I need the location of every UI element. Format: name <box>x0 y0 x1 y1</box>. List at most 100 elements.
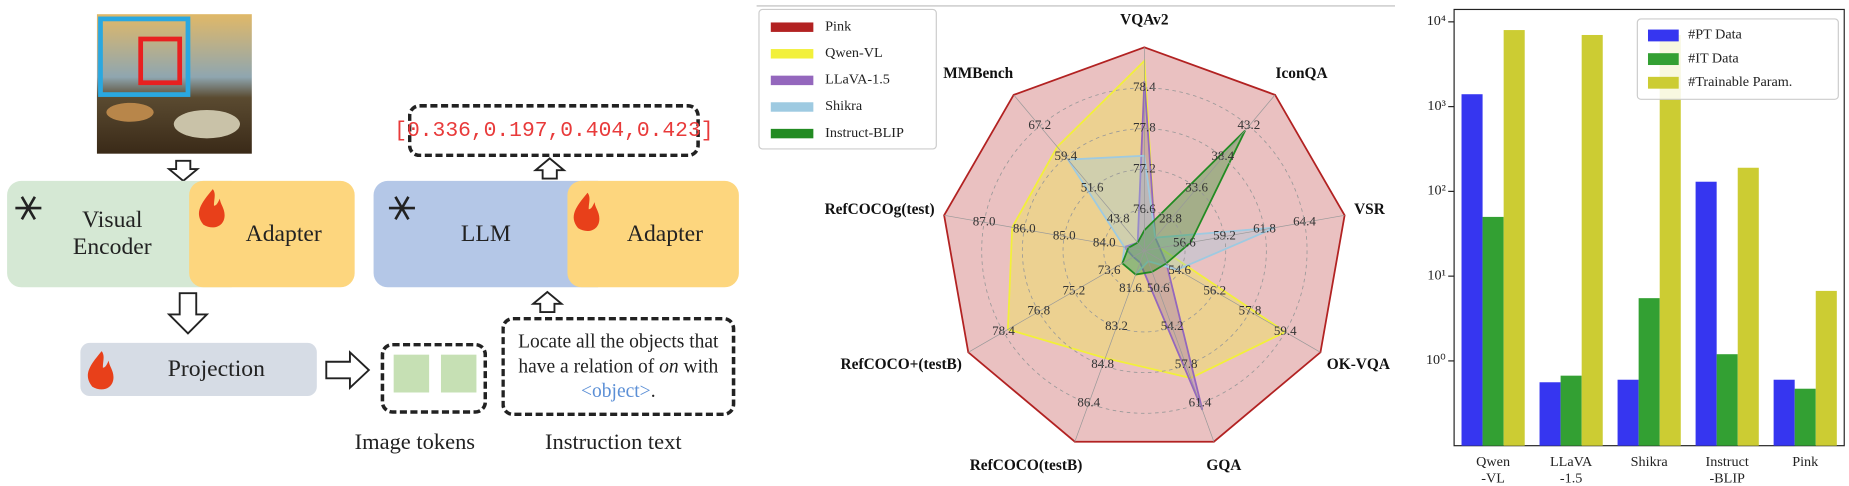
radar-tick-label: 64.4 <box>1293 213 1316 228</box>
instruction-text: . <box>650 379 656 402</box>
radar-tick-label: 28.8 <box>1159 210 1182 225</box>
output: [0.336,0.197,0.404,0.423] <box>394 104 713 157</box>
token <box>393 354 430 393</box>
radar-area <box>1122 81 1204 411</box>
radar-axis-label: RefCOCOg(test) <box>825 201 935 218</box>
adapter-left: Adapter <box>189 180 355 288</box>
radar-tick-label: 51.6 <box>1081 179 1104 194</box>
legend-swatch <box>770 49 814 59</box>
radar-tick-label: 78.4 <box>992 323 1015 338</box>
token <box>440 354 477 393</box>
legend-frame <box>1636 18 1839 100</box>
radar-axis-label: VQAv2 <box>1120 11 1169 28</box>
radar-tick-label: 81.6 <box>1119 280 1142 295</box>
legend-label: Pink <box>825 18 852 34</box>
radar-tick-label: 57.8 <box>1239 303 1262 318</box>
radar-tick-label: 59.4 <box>1274 323 1297 338</box>
snowflake-icon <box>15 196 42 220</box>
radar-tick-label: 33.6 <box>1185 179 1208 194</box>
llm: LLM <box>373 180 599 288</box>
output-text: [0.336,0.197,0.404,0.423] <box>394 118 714 143</box>
caption: Instruction text <box>544 430 682 456</box>
x-tick-label: Qwen -VL <box>1476 452 1511 486</box>
x-tick-label: Pink <box>1792 452 1819 470</box>
radar-axis-label: RefCOCO+(testB) <box>841 356 962 373</box>
bar <box>1461 94 1483 446</box>
legend-label: #IT Data <box>1688 50 1739 66</box>
legend-swatch <box>770 22 814 32</box>
adapter-label: Adapter <box>245 220 322 247</box>
bar <box>1737 167 1759 446</box>
legend-swatch <box>770 128 814 139</box>
radar-axis-label: OK-VQA <box>1327 356 1390 373</box>
radar-tick-label: 73.6 <box>1098 262 1121 277</box>
legend: #PT Data #IT Data #Trainable Param. <box>1636 18 1839 100</box>
radar-tick-label: 76.8 <box>1027 303 1050 318</box>
legend-label: LLaVA-1.5 <box>825 72 890 88</box>
legend-swatch <box>1647 29 1679 42</box>
radar-tick-label: 86.4 <box>1077 394 1100 409</box>
instruction-text: with <box>678 354 719 378</box>
instruction: Locate all the objects that have a relat… <box>508 319 728 414</box>
bbox-red <box>138 36 183 86</box>
icons <box>15 189 600 390</box>
radar-axis-label: GQA <box>1206 457 1241 474</box>
y-tick-label: 10⁴ <box>1427 13 1446 29</box>
radar-tick-label: 84.8 <box>1091 356 1114 371</box>
spoke <box>1144 250 1321 353</box>
fire-icon <box>87 351 114 390</box>
radar-tick-label: 43.2 <box>1238 117 1261 132</box>
fire-icon <box>198 189 225 228</box>
y-tick-label: 10² <box>1427 183 1445 199</box>
x-tick-label: Instruct -BLIP <box>1705 452 1749 486</box>
legend-frame <box>758 8 937 150</box>
x-tick-label: LLaVA -1.5 <box>1549 452 1593 486</box>
spoke <box>944 214 1145 251</box>
radar-tick-label: 77.8 <box>1133 120 1156 135</box>
arrow-down <box>166 292 210 335</box>
arrow-up <box>530 290 565 314</box>
projection-label: Projection <box>167 355 265 382</box>
grid-ring <box>1103 209 1186 292</box>
legend-swatch <box>1647 53 1679 66</box>
instruction-box <box>501 316 736 417</box>
bar <box>1617 379 1639 446</box>
image-tokens-box <box>380 342 488 414</box>
arrows <box>166 157 567 390</box>
grid-ring <box>981 87 1308 414</box>
y-tick-label: 10⁰ <box>1426 352 1446 368</box>
spoke <box>1144 250 1215 442</box>
bar <box>1815 290 1837 446</box>
legend-swatch <box>1647 76 1679 89</box>
radar-tick-label: 77.2 <box>1133 160 1156 175</box>
legend-label: Instruct-BLIP <box>825 125 904 141</box>
spoke <box>968 250 1145 353</box>
radar-tick-label: 38.4 <box>1211 148 1234 163</box>
adapter-label: Adapter <box>626 220 704 247</box>
radar-tick-label: 54.6 <box>1168 262 1191 277</box>
radar-axis-label: VSR <box>1354 201 1386 218</box>
legend-label: Qwen-VL <box>825 45 882 61</box>
radar-tick-label: 56.2 <box>1203 282 1226 297</box>
x-tick-label: Shikra <box>1630 452 1668 470</box>
output-box <box>407 104 700 158</box>
radar-tick-label: 54.2 <box>1161 318 1184 333</box>
bbox-blue <box>98 16 191 97</box>
diagram-shapes <box>96 14 567 390</box>
fire-icon <box>573 192 600 231</box>
radar-tick-label: 57.8 <box>1175 356 1198 371</box>
bar <box>1773 379 1795 446</box>
radar-axis-label: MMBench <box>943 65 1013 82</box>
bar <box>1482 216 1504 446</box>
spoke <box>1074 250 1145 442</box>
snowflake-icon <box>388 196 415 220</box>
legend-label: Shikra <box>825 98 863 114</box>
radar-tick-label: 75.2 <box>1063 282 1086 297</box>
arrow-up <box>532 157 567 180</box>
instruction-text: on <box>659 354 679 378</box>
radar-tick-label: 61.4 <box>1189 394 1212 409</box>
painting-detail <box>106 102 154 122</box>
arrow-right <box>325 350 371 390</box>
arrow-down <box>166 159 201 183</box>
radar-axis-label: RefCOCO(testB) <box>970 457 1083 474</box>
